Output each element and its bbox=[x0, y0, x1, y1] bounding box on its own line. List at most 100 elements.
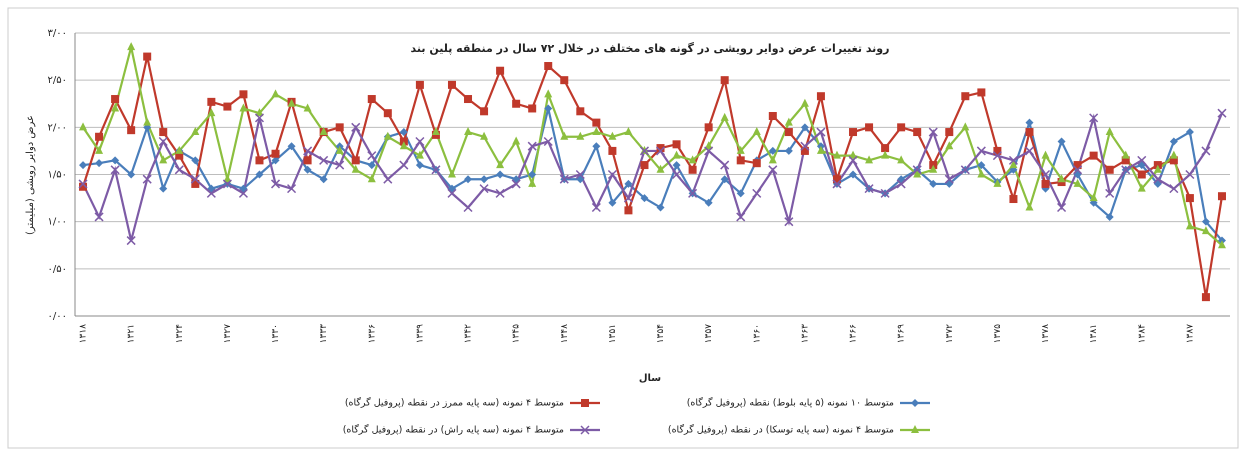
data-point bbox=[929, 164, 938, 173]
data-point bbox=[1137, 155, 1147, 165]
data-point bbox=[672, 169, 682, 180]
data-point bbox=[608, 146, 617, 155]
data-point bbox=[1057, 202, 1067, 213]
data-point bbox=[496, 66, 505, 75]
data-point bbox=[720, 76, 729, 85]
data-point bbox=[383, 174, 393, 184]
data-point bbox=[1217, 108, 1227, 118]
x-axis-title: سال bbox=[639, 373, 661, 384]
data-point bbox=[865, 155, 874, 164]
data-point bbox=[784, 146, 793, 155]
data-point bbox=[367, 151, 377, 161]
data-point bbox=[608, 131, 617, 140]
data-point bbox=[961, 122, 970, 131]
x-tick-label: ۱۳۳۶ bbox=[367, 324, 377, 344]
series-line bbox=[82, 46, 1223, 247]
data-point bbox=[159, 184, 168, 193]
data-point bbox=[945, 141, 954, 150]
data-point bbox=[977, 88, 986, 97]
data-point bbox=[704, 198, 713, 207]
data-point bbox=[463, 202, 473, 213]
data-point bbox=[639, 146, 650, 156]
data-point bbox=[1185, 128, 1194, 137]
data-point bbox=[688, 165, 697, 174]
data-point bbox=[512, 99, 521, 108]
data-point bbox=[881, 150, 890, 159]
data-point bbox=[624, 206, 633, 215]
legend-label: متوسط ۴ نمونه (سه پایه ممرز در نقطه (پرو… bbox=[345, 397, 564, 409]
data-point bbox=[1153, 174, 1163, 184]
data-point bbox=[944, 174, 954, 184]
data-point bbox=[447, 169, 456, 178]
data-point bbox=[1121, 165, 1131, 175]
data-point bbox=[79, 122, 88, 131]
x-tick-label: ۱۳۵۴ bbox=[656, 324, 666, 344]
data-point bbox=[913, 128, 922, 137]
data-point bbox=[207, 108, 216, 117]
data-point bbox=[158, 136, 168, 147]
data-point bbox=[720, 112, 729, 121]
x-tick-label: ۱۳۷۸ bbox=[1041, 324, 1051, 344]
data-point bbox=[961, 92, 970, 101]
data-point bbox=[1153, 164, 1162, 173]
data-point bbox=[335, 160, 345, 170]
data-point bbox=[1169, 137, 1178, 146]
data-point bbox=[752, 127, 761, 136]
data-point bbox=[768, 165, 778, 175]
data-point bbox=[993, 178, 1002, 187]
data-point bbox=[832, 179, 842, 189]
data-point bbox=[191, 127, 200, 136]
data-point bbox=[190, 174, 200, 184]
data-point bbox=[1201, 226, 1210, 235]
y-tick-label: ۳/۰۰ bbox=[48, 28, 67, 39]
data-point bbox=[576, 107, 585, 116]
y-tick-label: ۲/۵۰ bbox=[48, 75, 67, 86]
data-point bbox=[367, 161, 376, 170]
data-point bbox=[270, 179, 281, 189]
x-tick-label: ۱۳۶۳ bbox=[800, 324, 810, 344]
x-tick-label: ۱۳۶۰ bbox=[752, 324, 762, 343]
data-point bbox=[528, 104, 537, 113]
data-point bbox=[319, 155, 329, 165]
x-tick-label: ۱۳۸۷ bbox=[1185, 324, 1195, 344]
data-point bbox=[865, 123, 874, 132]
data-point bbox=[720, 175, 729, 184]
data-point bbox=[1009, 160, 1018, 169]
data-point bbox=[431, 165, 441, 175]
chart-frame bbox=[7, 7, 1239, 449]
data-point bbox=[736, 189, 745, 198]
data-point bbox=[592, 127, 601, 136]
data-point bbox=[576, 131, 585, 140]
data-point bbox=[768, 146, 777, 155]
data-point bbox=[1025, 128, 1034, 137]
data-point bbox=[816, 127, 826, 137]
data-point bbox=[94, 212, 104, 222]
data-point bbox=[897, 123, 906, 132]
data-point bbox=[110, 165, 120, 175]
data-point bbox=[1089, 113, 1099, 123]
data-point bbox=[255, 108, 264, 117]
data-point bbox=[1025, 118, 1034, 127]
data-point bbox=[464, 95, 473, 104]
y-tick-label: ۱/۵۰ bbox=[48, 170, 67, 181]
y-tick-label: ۰/۰۰ bbox=[48, 311, 67, 322]
data-point bbox=[849, 128, 858, 137]
data-point bbox=[1217, 240, 1226, 249]
data-point bbox=[592, 142, 601, 151]
data-point bbox=[175, 145, 184, 154]
data-point bbox=[897, 155, 906, 164]
data-point bbox=[752, 159, 761, 168]
data-point bbox=[303, 156, 312, 165]
x-tick-label: ۱۳۵۱ bbox=[608, 324, 618, 343]
data-point bbox=[415, 161, 424, 170]
data-point bbox=[480, 107, 489, 116]
data-point bbox=[1137, 170, 1146, 179]
data-point bbox=[127, 42, 136, 51]
data-point bbox=[223, 174, 232, 183]
data-point bbox=[688, 155, 697, 164]
series-line bbox=[82, 112, 1223, 241]
data-point bbox=[592, 118, 601, 127]
data-point bbox=[1073, 165, 1083, 175]
data-point bbox=[78, 179, 88, 189]
data-point bbox=[159, 155, 168, 164]
